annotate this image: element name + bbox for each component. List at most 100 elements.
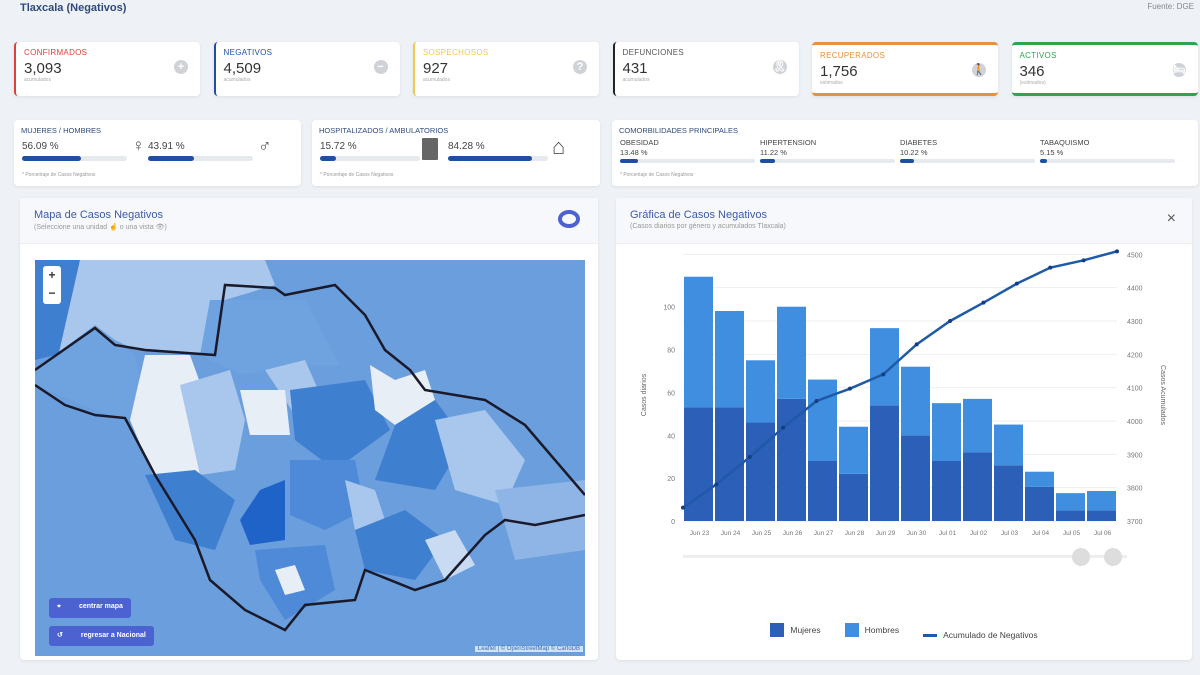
bar-mujeres[interactable] — [808, 461, 837, 521]
legend-label: Mujeres — [790, 624, 821, 635]
comorbidity-pct: 11.22 % — [760, 148, 787, 157]
bar-mujeres[interactable] — [901, 435, 930, 521]
bar-mujeres[interactable] — [932, 461, 961, 521]
back-to-national-button[interactable]: ↺ regresar a Nacional — [49, 626, 154, 646]
bar-mujeres[interactable] — [870, 405, 899, 521]
center-map-label: centrar mapa — [78, 603, 123, 610]
cumulative-point[interactable] — [714, 482, 719, 487]
close-button[interactable]: × — [1166, 210, 1176, 227]
hosp-bar — [320, 156, 420, 161]
bar-hombres[interactable] — [870, 328, 899, 406]
bar-hombres[interactable] — [684, 276, 713, 408]
cumulative-point[interactable] — [981, 300, 986, 305]
range-handle-right[interactable] — [1104, 548, 1122, 566]
cumulative-point[interactable] — [747, 455, 752, 459]
y-tick-label: 60 — [667, 390, 675, 397]
zoom-in-button[interactable]: + — [48, 268, 56, 282]
bar-hombres[interactable] — [1056, 493, 1085, 511]
amb-bar — [448, 156, 548, 161]
bar-mujeres[interactable] — [963, 452, 992, 521]
bar-hombres[interactable] — [777, 306, 806, 399]
amb-pct: 84.28 % — [448, 141, 485, 152]
bar-mujeres[interactable] — [1025, 486, 1054, 521]
cumulative-point[interactable] — [1081, 258, 1086, 263]
hospital-title: HOSPITALIZADOS / AMBULATORIOS — [319, 126, 449, 135]
stat-card-negativos: NEGATIVOS 4,509 acumulados − — [213, 42, 400, 96]
bar-hombres[interactable] — [994, 424, 1023, 466]
bar-hombres[interactable] — [839, 426, 868, 474]
zoom-out-button[interactable]: − — [48, 286, 56, 300]
stat-card-sospechosos: SOSPECHOSOS 927 acumulados ? — [413, 42, 599, 96]
zoom-control: + − — [43, 266, 61, 304]
legend-swatch — [844, 622, 859, 637]
y-tick-label: 0 — [671, 519, 675, 526]
legend-item[interactable]: Acumulado de Negativos — [923, 630, 1038, 640]
legend-label: Hombres — [864, 624, 900, 635]
comorbidity-label: OBESIDAD — [620, 138, 659, 147]
range-handle-left[interactable] — [1072, 548, 1090, 566]
cumulative-point[interactable] — [881, 372, 886, 377]
bar-hombres[interactable] — [715, 311, 744, 408]
center-map-button[interactable]: ⌖ centrar mapa — [49, 598, 131, 618]
stat-sub: acumulados — [622, 77, 650, 83]
bar-hombres[interactable] — [901, 366, 930, 436]
y2-tick-label: 4400 — [1127, 286, 1143, 293]
cumulative-point[interactable] — [681, 505, 685, 510]
cumulative-point[interactable] — [1115, 249, 1119, 254]
legend-item[interactable]: Hombres — [844, 622, 900, 637]
bar-mujeres[interactable] — [777, 398, 806, 521]
comorbidity-pct: 5.15 % — [1040, 148, 1064, 157]
stat-label: ACTIVOS — [1019, 51, 1057, 60]
stat-sub: acumulados — [423, 77, 450, 83]
legend-item[interactable]: Mujeres — [770, 622, 821, 637]
comorbidity-bar — [760, 159, 895, 163]
comorbidity-bar — [1040, 159, 1175, 163]
bar-hombres[interactable] — [963, 398, 992, 453]
bar-hombres[interactable] — [746, 360, 775, 423]
women-bar — [22, 156, 127, 161]
x-tick-label: Jun 24 — [721, 530, 741, 537]
cumulative-point[interactable] — [1048, 265, 1053, 270]
x-tick-label: Jun 28 — [845, 530, 865, 537]
cumulative-point[interactable] — [1014, 281, 1019, 286]
hospital-icon — [422, 138, 438, 160]
range-navigator[interactable] — [683, 555, 1127, 558]
stat-value: 927 — [423, 60, 449, 77]
stat-label: CONFIRMADOS — [24, 48, 88, 57]
choropleth-map[interactable]: + − ⌖ centrar mapa ↺ regresar a Nacional L… — [35, 260, 585, 656]
x-tick-label: Jun 25 — [752, 530, 772, 537]
bar-hombres[interactable] — [808, 379, 837, 461]
bar-hombres[interactable] — [1025, 471, 1054, 487]
stat-sub: acumulados — [223, 77, 251, 83]
stat-value: 431 — [622, 60, 648, 77]
cumulative-point[interactable] — [948, 319, 953, 323]
stat-sub: (estimados) — [1019, 80, 1046, 86]
map-attribution[interactable]: Leaflet | © OpenStreetMap © CartoDB — [474, 646, 583, 652]
gender-card: MUJERES / HOMBRES 56.09 % ♀ 43.91 % ♂ * … — [14, 120, 301, 186]
hospital-card: HOSPITALIZADOS / AMBULATORIOS 15.72 % 84… — [312, 120, 600, 186]
bar-mujeres[interactable] — [839, 473, 868, 521]
stat-value: 1,756 — [820, 63, 858, 80]
x-tick-label: Jul 05 — [1063, 530, 1081, 537]
cumulative-point[interactable] — [781, 425, 786, 430]
bar-hombres[interactable] — [932, 403, 961, 461]
bar-mujeres[interactable] — [1087, 510, 1116, 521]
chart-title: Gráfica de Casos Negativos — [630, 209, 767, 221]
cumulative-point[interactable] — [814, 399, 819, 403]
map-panel: Mapa de Casos Negativos (Seleccione una … — [20, 198, 598, 660]
y2-axis-title: Casos Acumulados — [1159, 365, 1166, 425]
x-tick-label: Jul 02 — [970, 530, 988, 537]
y-tick-label: 40 — [667, 433, 675, 440]
cumulative-point[interactable] — [847, 386, 852, 391]
y2-tick-label: 4300 — [1127, 319, 1143, 326]
view-toggle-eye-icon[interactable] — [558, 210, 580, 228]
stat-label: RECUPERADOS — [820, 51, 886, 60]
bar-mujeres[interactable] — [994, 465, 1023, 521]
y-tick-label: 20 — [667, 476, 675, 483]
cumulative-point[interactable] — [914, 342, 919, 347]
bar-hombres[interactable] — [1087, 491, 1116, 511]
bar-mujeres[interactable] — [1056, 510, 1085, 521]
stat-card-confirmados: CONFIRMADOS 3,093 acumulados + — [14, 42, 200, 96]
y2-tick-label: 3800 — [1127, 486, 1143, 493]
chart-legend: Mujeres Hombres Acumulado de Negativos — [616, 622, 1192, 640]
